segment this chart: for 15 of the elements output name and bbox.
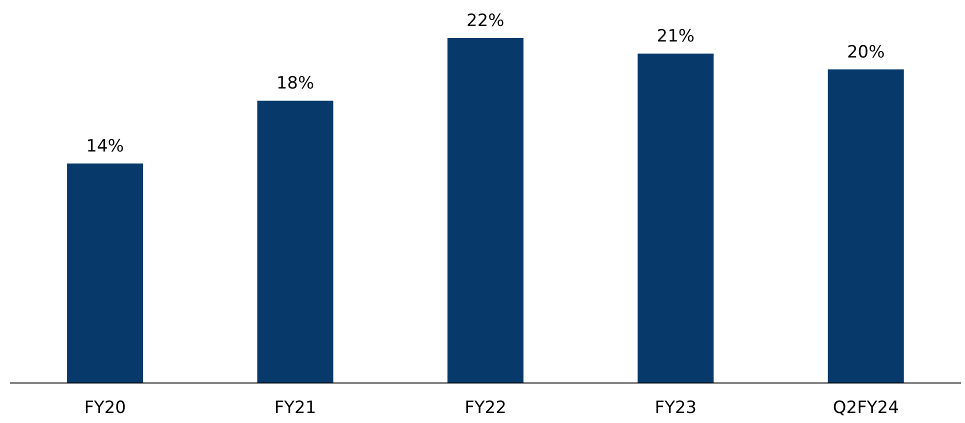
bar: [828, 69, 904, 383]
data-label: 20%: [846, 42, 885, 62]
x-tick-label: FY20: [84, 398, 126, 418]
bar: [67, 163, 144, 383]
data-label: 18%: [276, 74, 314, 94]
data-label: 21%: [656, 26, 695, 47]
bar: [257, 100, 334, 383]
data-label: 14%: [86, 136, 124, 156]
x-tick-label: FY21: [274, 398, 316, 418]
x-tick-label: FY22: [464, 398, 506, 418]
bar: [447, 38, 524, 383]
x-tick-label: FY23: [654, 398, 697, 418]
x-tick-label: Q2FY24: [832, 398, 899, 418]
bar: [638, 54, 714, 383]
data-label: 22%: [466, 11, 504, 31]
